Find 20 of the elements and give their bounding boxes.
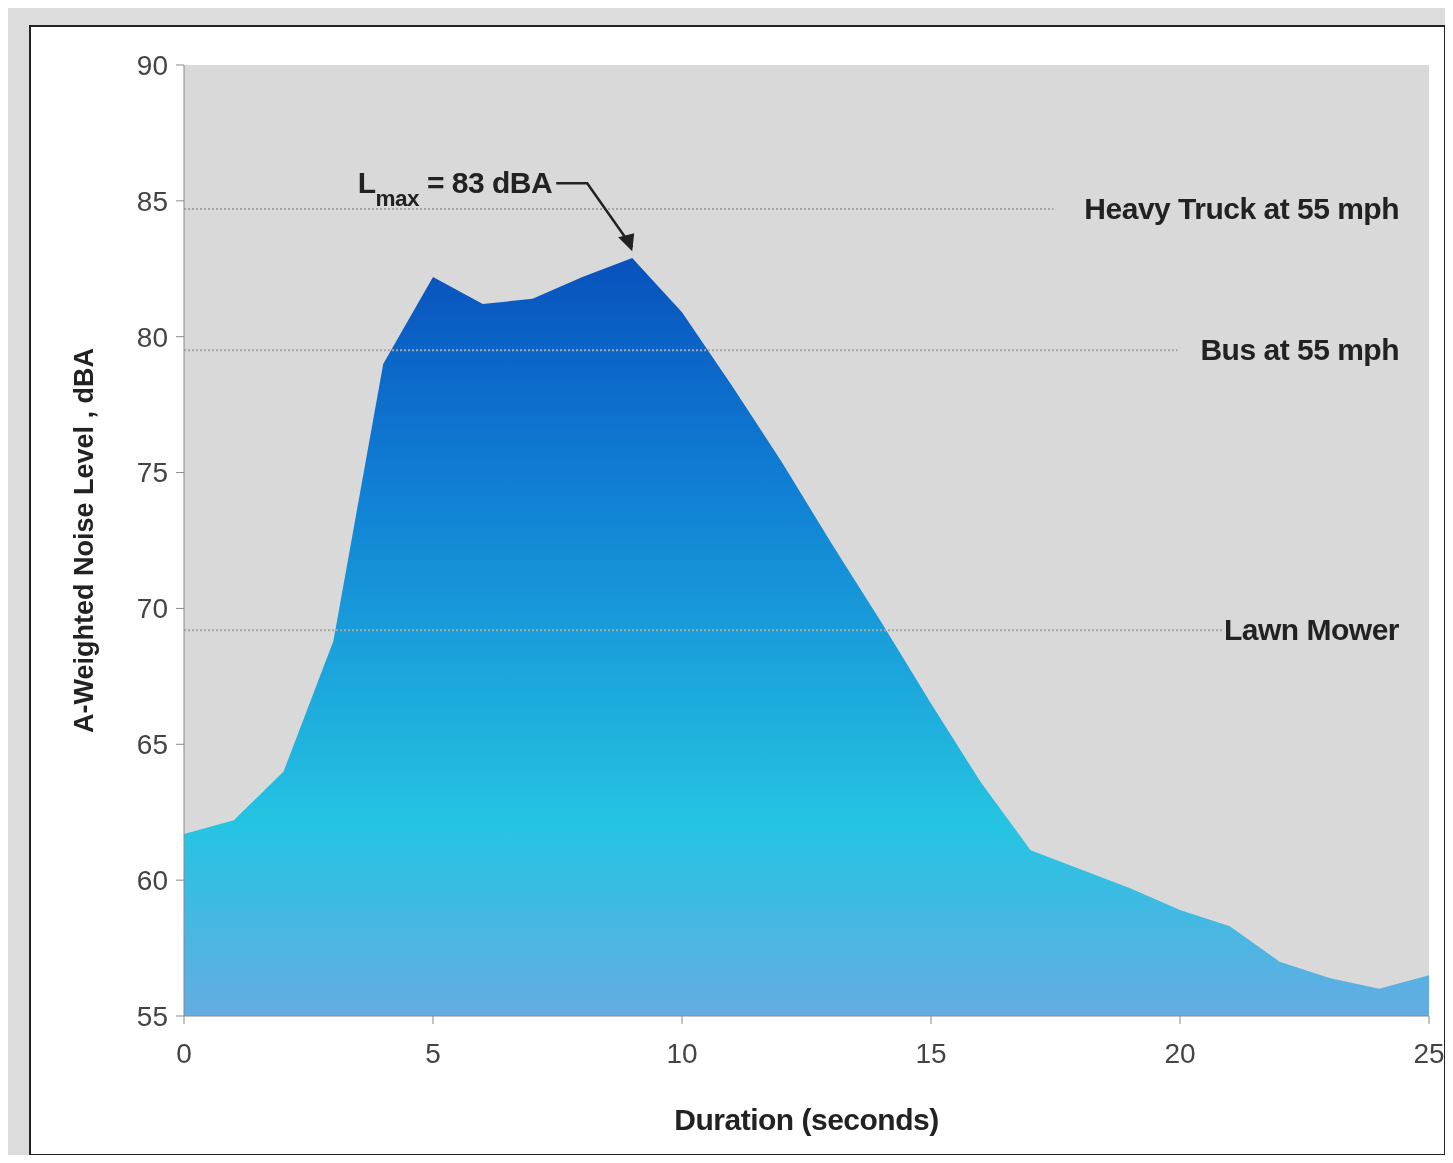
x-tick-label: 10 [666,1037,698,1069]
y-tick-label: 80 [136,321,168,353]
y-tick-label: 70 [136,593,168,625]
ref-line-label: Heavy Truck at 55 mph [1084,192,1399,226]
ref-line-label: Bus at 55 mph [1200,333,1399,367]
y-tick-label: 85 [136,185,168,217]
y-tick-label: 90 [136,49,168,81]
annotation: L$_{max}$ = 83 dBA [357,166,553,211]
y-tick-label: 60 [136,864,168,896]
x-tick-label: 25 [1413,1037,1445,1069]
y-axis-title: A-Weighted Noise Level , dBA [69,347,99,734]
x-axis-title: Duration (seconds) [674,1103,939,1136]
x-tick-label: 5 [425,1037,441,1069]
y-tick-label: 65 [136,729,168,761]
x-tick-label: 20 [1164,1037,1196,1069]
y-tick-label: 75 [136,457,168,489]
ref-line-label: Lawn Mower [1223,613,1400,647]
x-tick-label: 0 [176,1037,192,1069]
x-tick-label: 15 [915,1037,947,1069]
y-tick-label: 55 [136,1000,168,1032]
